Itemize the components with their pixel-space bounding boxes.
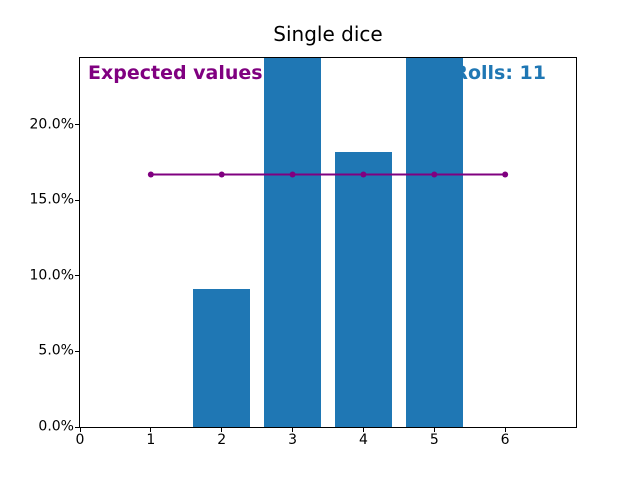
x-tick-label: 3: [288, 432, 298, 448]
bar-x4: [335, 151, 392, 427]
y-tick-mark: [75, 275, 79, 277]
x-tick-mark: [433, 428, 435, 432]
bar-x2: [193, 289, 251, 427]
rolls-count-label: Rolls: 11: [453, 62, 546, 84]
x-tick-mark: [221, 428, 223, 432]
x-tick-label: 4: [358, 432, 368, 448]
chart-title: Single dice: [273, 22, 383, 46]
y-tick-label: 15.0%: [29, 191, 74, 208]
y-tick-label: 20.0%: [29, 116, 74, 133]
bar-x5: [405, 58, 463, 427]
x-tick-label: 6: [500, 432, 510, 448]
x-tick-label: 1: [146, 432, 156, 448]
x-tick-mark: [292, 428, 294, 432]
x-tick-mark: [504, 428, 506, 432]
expected-values-label: Expected values: [88, 62, 263, 84]
y-tick-label: 5.0%: [38, 342, 74, 359]
expected-values-marker-x1: [147, 171, 154, 178]
expected-values-line-layer: [147, 171, 509, 178]
x-tick-label: 2: [217, 432, 227, 448]
x-tick-mark: [362, 428, 364, 432]
expected-values-marker-x6: [502, 171, 509, 178]
x-tick-label: 5: [429, 432, 439, 448]
y-tick-mark: [75, 124, 79, 126]
x-tick-mark: [79, 428, 81, 432]
bar-x3: [264, 58, 321, 427]
x-tick-mark: [150, 428, 152, 432]
expected-values-marker-x2: [218, 171, 225, 178]
expected-values-marker-x3: [289, 171, 296, 178]
y-tick-mark: [75, 426, 79, 428]
y-tick-mark: [75, 199, 79, 201]
y-tick-label: 0.0%: [38, 418, 74, 435]
expected-values-marker-x4: [360, 171, 367, 178]
y-tick-mark: [75, 350, 79, 352]
y-tick-label: 10.0%: [29, 267, 74, 284]
x-tick-label: 0: [75, 432, 85, 448]
plot-area: Expected values Rolls: 11: [79, 57, 577, 428]
expected-values-marker-x5: [431, 171, 438, 178]
